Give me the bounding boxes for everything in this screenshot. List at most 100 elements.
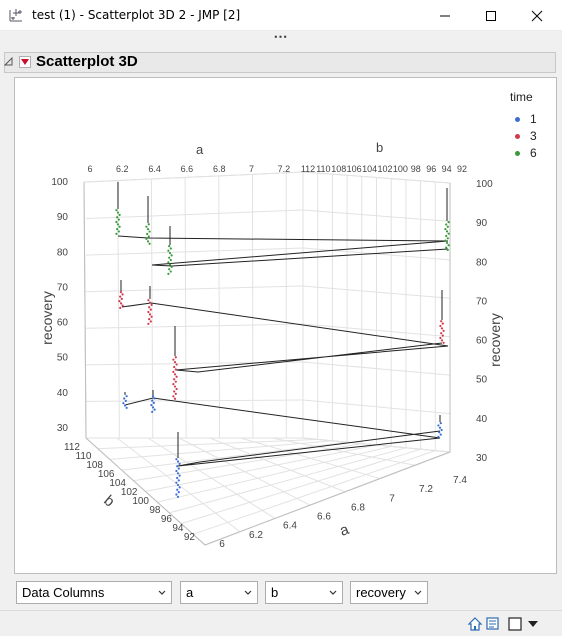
window-list-icon[interactable] bbox=[485, 616, 501, 632]
data-point bbox=[167, 249, 170, 252]
grid-line bbox=[85, 323, 304, 329]
grid-line bbox=[147, 437, 276, 519]
point-clusters bbox=[115, 182, 450, 498]
data-point bbox=[121, 293, 124, 296]
data-point bbox=[151, 410, 154, 413]
tick-b-bottom: 104 bbox=[109, 478, 126, 489]
red-triangle-menu-button[interactable] bbox=[19, 56, 31, 68]
data-point bbox=[151, 406, 155, 409]
x-column-value: a bbox=[186, 585, 194, 600]
close-button[interactable] bbox=[514, 0, 560, 31]
data-point bbox=[169, 270, 172, 273]
data-point bbox=[148, 317, 151, 321]
grid-line bbox=[271, 437, 416, 466]
tick-b-top: 112 bbox=[301, 164, 315, 174]
data-point bbox=[437, 435, 440, 438]
data-point bbox=[446, 237, 449, 240]
toolbar-grip[interactable]: ⋯ bbox=[0, 28, 562, 46]
data-point bbox=[168, 268, 171, 271]
data-point bbox=[447, 232, 450, 235]
square-icon[interactable] bbox=[507, 616, 523, 632]
minimize-button[interactable] bbox=[422, 0, 468, 31]
data-point bbox=[173, 373, 177, 376]
data-point bbox=[115, 220, 118, 224]
maximize-button[interactable] bbox=[468, 0, 514, 31]
grid-line bbox=[181, 448, 421, 525]
data-point bbox=[119, 295, 122, 298]
grid-line bbox=[169, 447, 407, 514]
tick-b-top: 100 bbox=[393, 164, 408, 174]
legend-swatch-blue bbox=[515, 116, 520, 122]
data-point bbox=[173, 378, 176, 381]
tick-a-bottom: 7.4 bbox=[453, 475, 467, 486]
data-point bbox=[150, 315, 153, 318]
close-icon bbox=[531, 10, 543, 21]
axis-label-recovery-right: recovery bbox=[487, 313, 503, 367]
tick-recovery-right: 70 bbox=[476, 296, 488, 307]
grid-line bbox=[240, 437, 381, 480]
grid-line bbox=[85, 247, 304, 256]
data-point bbox=[440, 428, 443, 432]
tick-recovery-right: 60 bbox=[476, 336, 488, 347]
y-column-value: b bbox=[271, 585, 279, 600]
y-column-dropdown[interactable]: b bbox=[265, 581, 343, 604]
tick-recovery-right: 30 bbox=[476, 453, 488, 464]
z-column-dropdown[interactable]: recovery bbox=[350, 581, 428, 604]
window-title: test (1) - Scatterplot 3D 2 - JMP [2] bbox=[32, 8, 241, 22]
grid-line bbox=[178, 437, 311, 506]
data-point bbox=[119, 291, 123, 294]
data-point bbox=[445, 246, 448, 249]
data-point bbox=[437, 424, 440, 427]
legend-item-1[interactable]: 1 bbox=[515, 112, 537, 126]
outline-title: Scatterplot 3D bbox=[36, 53, 138, 70]
outline-header bbox=[4, 52, 556, 73]
data-point bbox=[174, 380, 177, 383]
x-column-dropdown[interactable]: a bbox=[180, 581, 258, 604]
legend-item-3[interactable]: 3 bbox=[515, 129, 537, 143]
data-point bbox=[445, 230, 449, 233]
tick-a-top: 6.8 bbox=[213, 164, 226, 174]
data-point bbox=[170, 254, 173, 257]
data-point bbox=[172, 358, 175, 361]
more-dots-icon: ⋯ bbox=[273, 28, 289, 44]
dropdown-arrow-icon[interactable] bbox=[525, 616, 541, 632]
data-point bbox=[147, 310, 150, 314]
data-point bbox=[115, 232, 118, 235]
disclosure-triangle-icon[interactable] bbox=[4, 57, 14, 67]
grid-lines bbox=[83, 171, 451, 546]
data-point bbox=[116, 216, 119, 219]
legend-item-6[interactable]: 6 bbox=[515, 146, 537, 160]
data-point bbox=[177, 491, 180, 494]
data-point bbox=[170, 265, 173, 269]
home-icon[interactable] bbox=[467, 616, 483, 632]
data-columns-dropdown[interactable]: Data Columns bbox=[16, 581, 172, 604]
grid-line bbox=[218, 175, 221, 439]
tick-recovery-right: 100 bbox=[476, 179, 493, 190]
data-point bbox=[445, 234, 448, 238]
data-point bbox=[147, 223, 150, 226]
data-point bbox=[446, 248, 449, 251]
data-point bbox=[445, 223, 448, 226]
scatterplot-3d[interactable]: 30 30 40 40 50 50 60 60 70 70 80 80 90 90 100 100 6 6.2 6.… bbox=[15, 78, 556, 573]
data-point bbox=[116, 211, 120, 214]
data-point bbox=[440, 339, 444, 342]
legend-label: 6 bbox=[530, 146, 537, 160]
data-point bbox=[167, 272, 170, 275]
tick-recovery-right: 40 bbox=[476, 414, 488, 425]
data-point bbox=[116, 223, 120, 226]
data-point bbox=[442, 329, 445, 332]
grid-line bbox=[150, 178, 154, 439]
axis-label-a-bottom: a bbox=[338, 521, 352, 540]
data-point bbox=[177, 467, 180, 470]
data-point bbox=[149, 320, 152, 323]
data-point bbox=[175, 387, 178, 391]
tick-recovery-right: 80 bbox=[476, 257, 488, 268]
data-point bbox=[175, 493, 178, 496]
data-point bbox=[178, 486, 181, 489]
maximize-icon bbox=[486, 10, 496, 21]
legend-label: 3 bbox=[530, 129, 537, 143]
grid-line bbox=[192, 450, 436, 535]
tick-b-bottom: 112 bbox=[64, 442, 80, 453]
data-point bbox=[147, 299, 150, 302]
data-point bbox=[169, 258, 172, 262]
